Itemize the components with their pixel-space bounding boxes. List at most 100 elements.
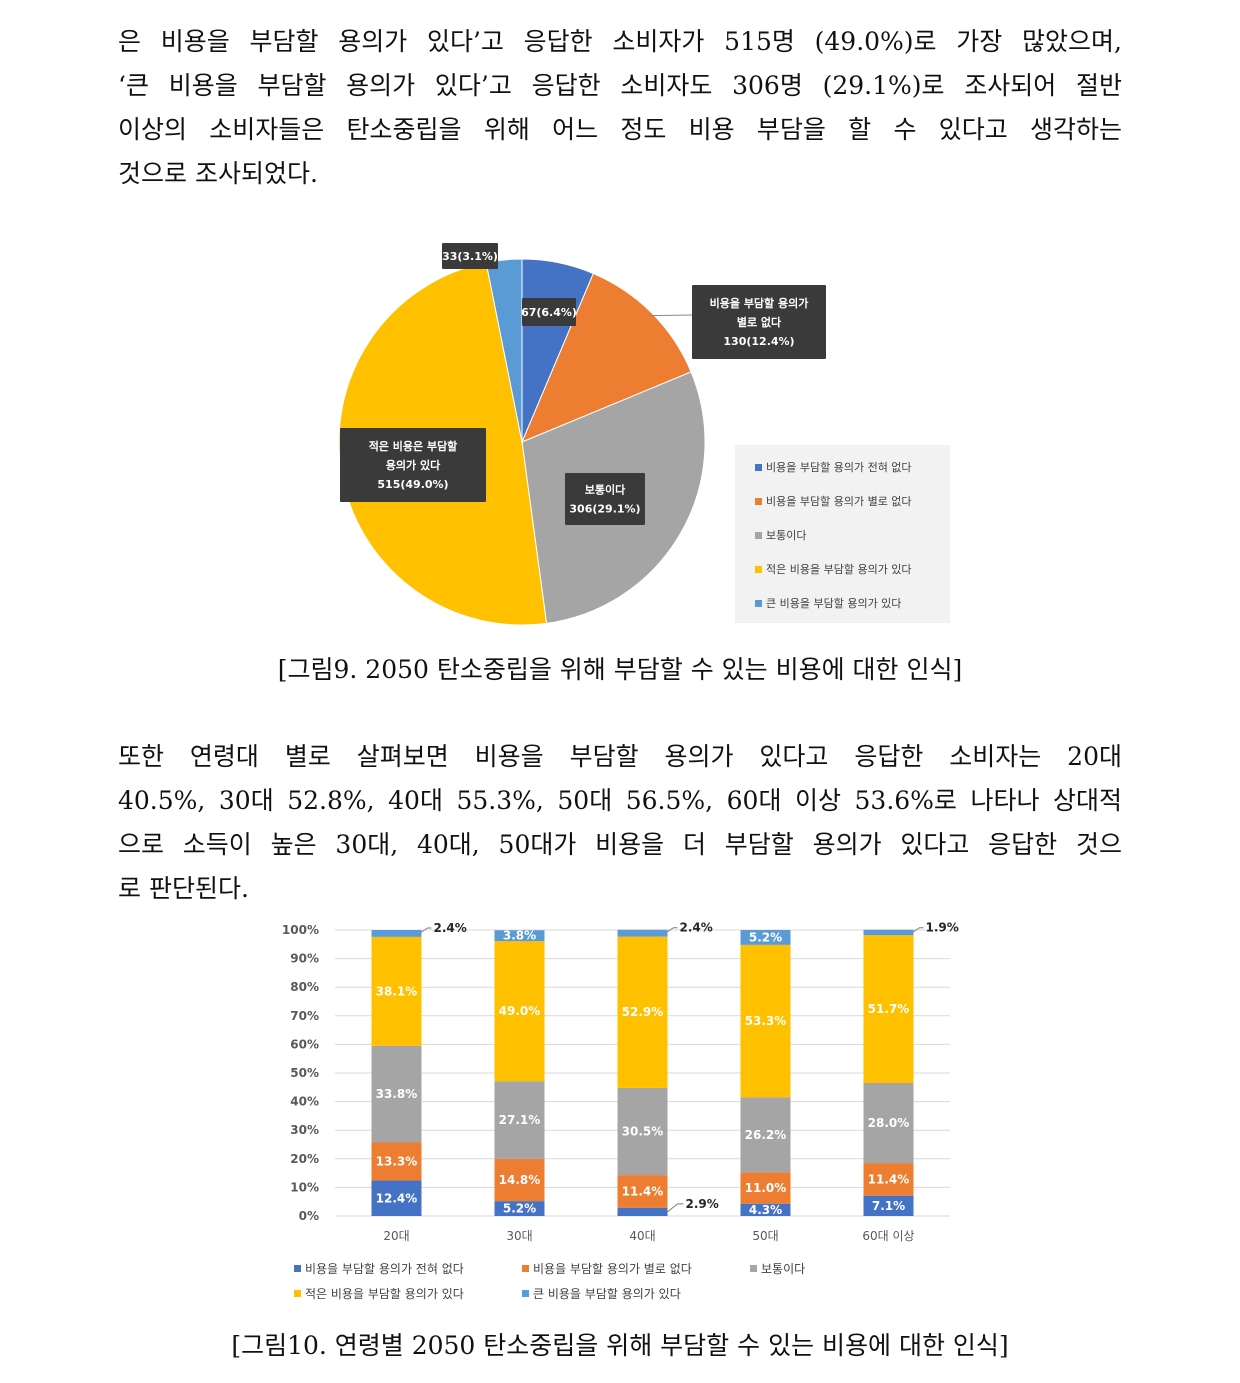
bar-segment [617,1207,668,1216]
paragraph-line: 것으로 조사되었다. [118,159,318,188]
y-tick-label: 60% [290,1037,319,1051]
bar-segment [494,930,545,942]
bar-segment [863,929,914,936]
label-text: 130(12.4%) [723,335,794,348]
label-box [442,243,498,269]
bar-chart-container: 0% 10% 20% 30% 40% 50% 60% 70% 80% 90% 100% 12.4% 13… [260,915,980,1315]
legend-swatch [755,464,762,471]
bar-segment [617,929,668,937]
bar-segment [371,930,422,937]
figure9-caption: [그림9. 2050 탄소중립을 위해 부담할 수 있는 비용에 대한 인식] [277,655,963,684]
label-box [522,298,576,326]
legend-label: 적은 비용을 부담할 용의가 있다 [766,563,912,576]
legend-label: 큰 비용을 부담할 용의가 있다 [766,597,901,610]
legend-swatch [755,600,762,607]
data-label: 51.7% [868,1002,910,1016]
bar-segment [863,1083,914,1164]
leader-line [913,927,924,933]
label-box [340,428,486,502]
y-tick-label: 20% [290,1152,319,1166]
bar-segment [740,1172,791,1204]
x-tick-label: 50대 [752,1229,778,1243]
data-label: 2.4% [434,921,467,935]
data-label: 13.3% [376,1155,418,1169]
bar-segment [740,944,791,1098]
data-label: 4.3% [749,1203,782,1217]
data-label: 11.4% [622,1184,664,1198]
x-tick-label: 40대 [629,1229,655,1243]
label-box [565,473,645,525]
pie-data-label: 67(6.4%) [521,298,577,326]
data-label: 27.1% [499,1113,541,1127]
data-label: 52.9% [622,1005,664,1019]
legend-label: 비용을 부담할 용의가 별로 없다 [766,495,912,508]
legend-swatch [750,1265,757,1272]
label-box [692,285,826,359]
y-tick-label: 40% [290,1095,319,1109]
bar-segment [494,1201,545,1216]
data-label: 5.2% [749,930,782,944]
data-label: 11.4% [868,1172,910,1186]
bar-segment [494,941,545,1082]
legend-swatch [522,1265,529,1272]
bar-segment [494,1081,545,1159]
bar-segment [371,1142,422,1181]
paragraph-line: ‘큰 비용을 부담할 용의가 있다’고 응답한 소비자도 306명 (29.1%… [118,71,1122,100]
label-text: 별로 없다 [737,315,782,329]
bar-segment [863,1163,914,1196]
data-label: 2.4% [680,921,713,935]
label-text: 보통이다 [585,483,626,497]
paragraph-line: 으로 소득이 높은 30대, 40대, 50대가 비용을 더 부담할 용의가 있… [118,830,1122,859]
bar-segment [617,936,668,1088]
bar-segment [617,1175,668,1208]
legend-background [735,445,950,623]
legend-swatch [755,498,762,505]
bar-segment [371,1045,422,1143]
paragraph-line: 이상의 소비자들은 탄소중립을 위해 어느 정도 비용 부담을 할 수 있다고 … [118,115,1122,144]
legend-swatch [522,1290,529,1297]
pie-data-label: 보통이다 306(29.1%) [565,473,645,525]
legend-label: 비용을 부담할 용의가 전혀 없다 [305,1262,464,1276]
data-label: 14.8% [499,1173,541,1187]
label-text: 306(29.1%) [569,503,640,516]
data-label: 30.5% [622,1124,664,1138]
legend-label: 비용을 부담할 용의가 전혀 없다 [766,461,912,474]
bar-segment [740,1203,791,1216]
label-text: 515(49.0%) [377,478,448,491]
label-text: 비용을 부담할 용의가 [710,296,809,310]
pie-data-label: 33(3.1%) [442,243,498,269]
legend-swatch [294,1265,301,1272]
data-label: 5.2% [503,1202,536,1216]
y-tick-label: 30% [290,1123,319,1137]
label-text: 용의가 있다 [386,458,441,472]
y-tick-label: 90% [290,952,319,966]
bar-segment [371,1180,422,1216]
y-tick-label: 10% [290,1180,319,1194]
legend-label: 보통이다 [766,529,806,542]
label-text: 적은 비용은 부담할 [369,439,458,453]
bar-segment [740,930,791,945]
legend-label: 보통이다 [761,1262,805,1276]
data-label: 26.2% [745,1128,787,1142]
legend-label: 적은 비용을 부담할 용의가 있다 [305,1287,464,1301]
bar-segment [494,1158,545,1202]
data-label: 7.1% [872,1199,905,1213]
x-tick-label: 30대 [506,1229,532,1243]
legend-label: 비용을 부담할 용의가 별로 없다 [533,1262,692,1276]
bar-segment [863,935,914,1084]
data-label: 49.0% [499,1004,541,1018]
bar-segment [740,1097,791,1173]
legend-swatch [755,566,762,573]
bar-segment [371,936,422,1046]
paragraph-line: 또한 연령대 별로 살펴보면 비용을 부담할 용의가 있다고 응답한 소비자는 … [118,742,1122,771]
data-label: 12.4% [376,1191,418,1205]
x-tick-label: 60대 이상 [862,1229,914,1243]
label-text: 67(6.4%) [521,306,577,319]
y-tick-label: 0% [299,1209,319,1223]
data-label: 38.1% [376,984,418,998]
